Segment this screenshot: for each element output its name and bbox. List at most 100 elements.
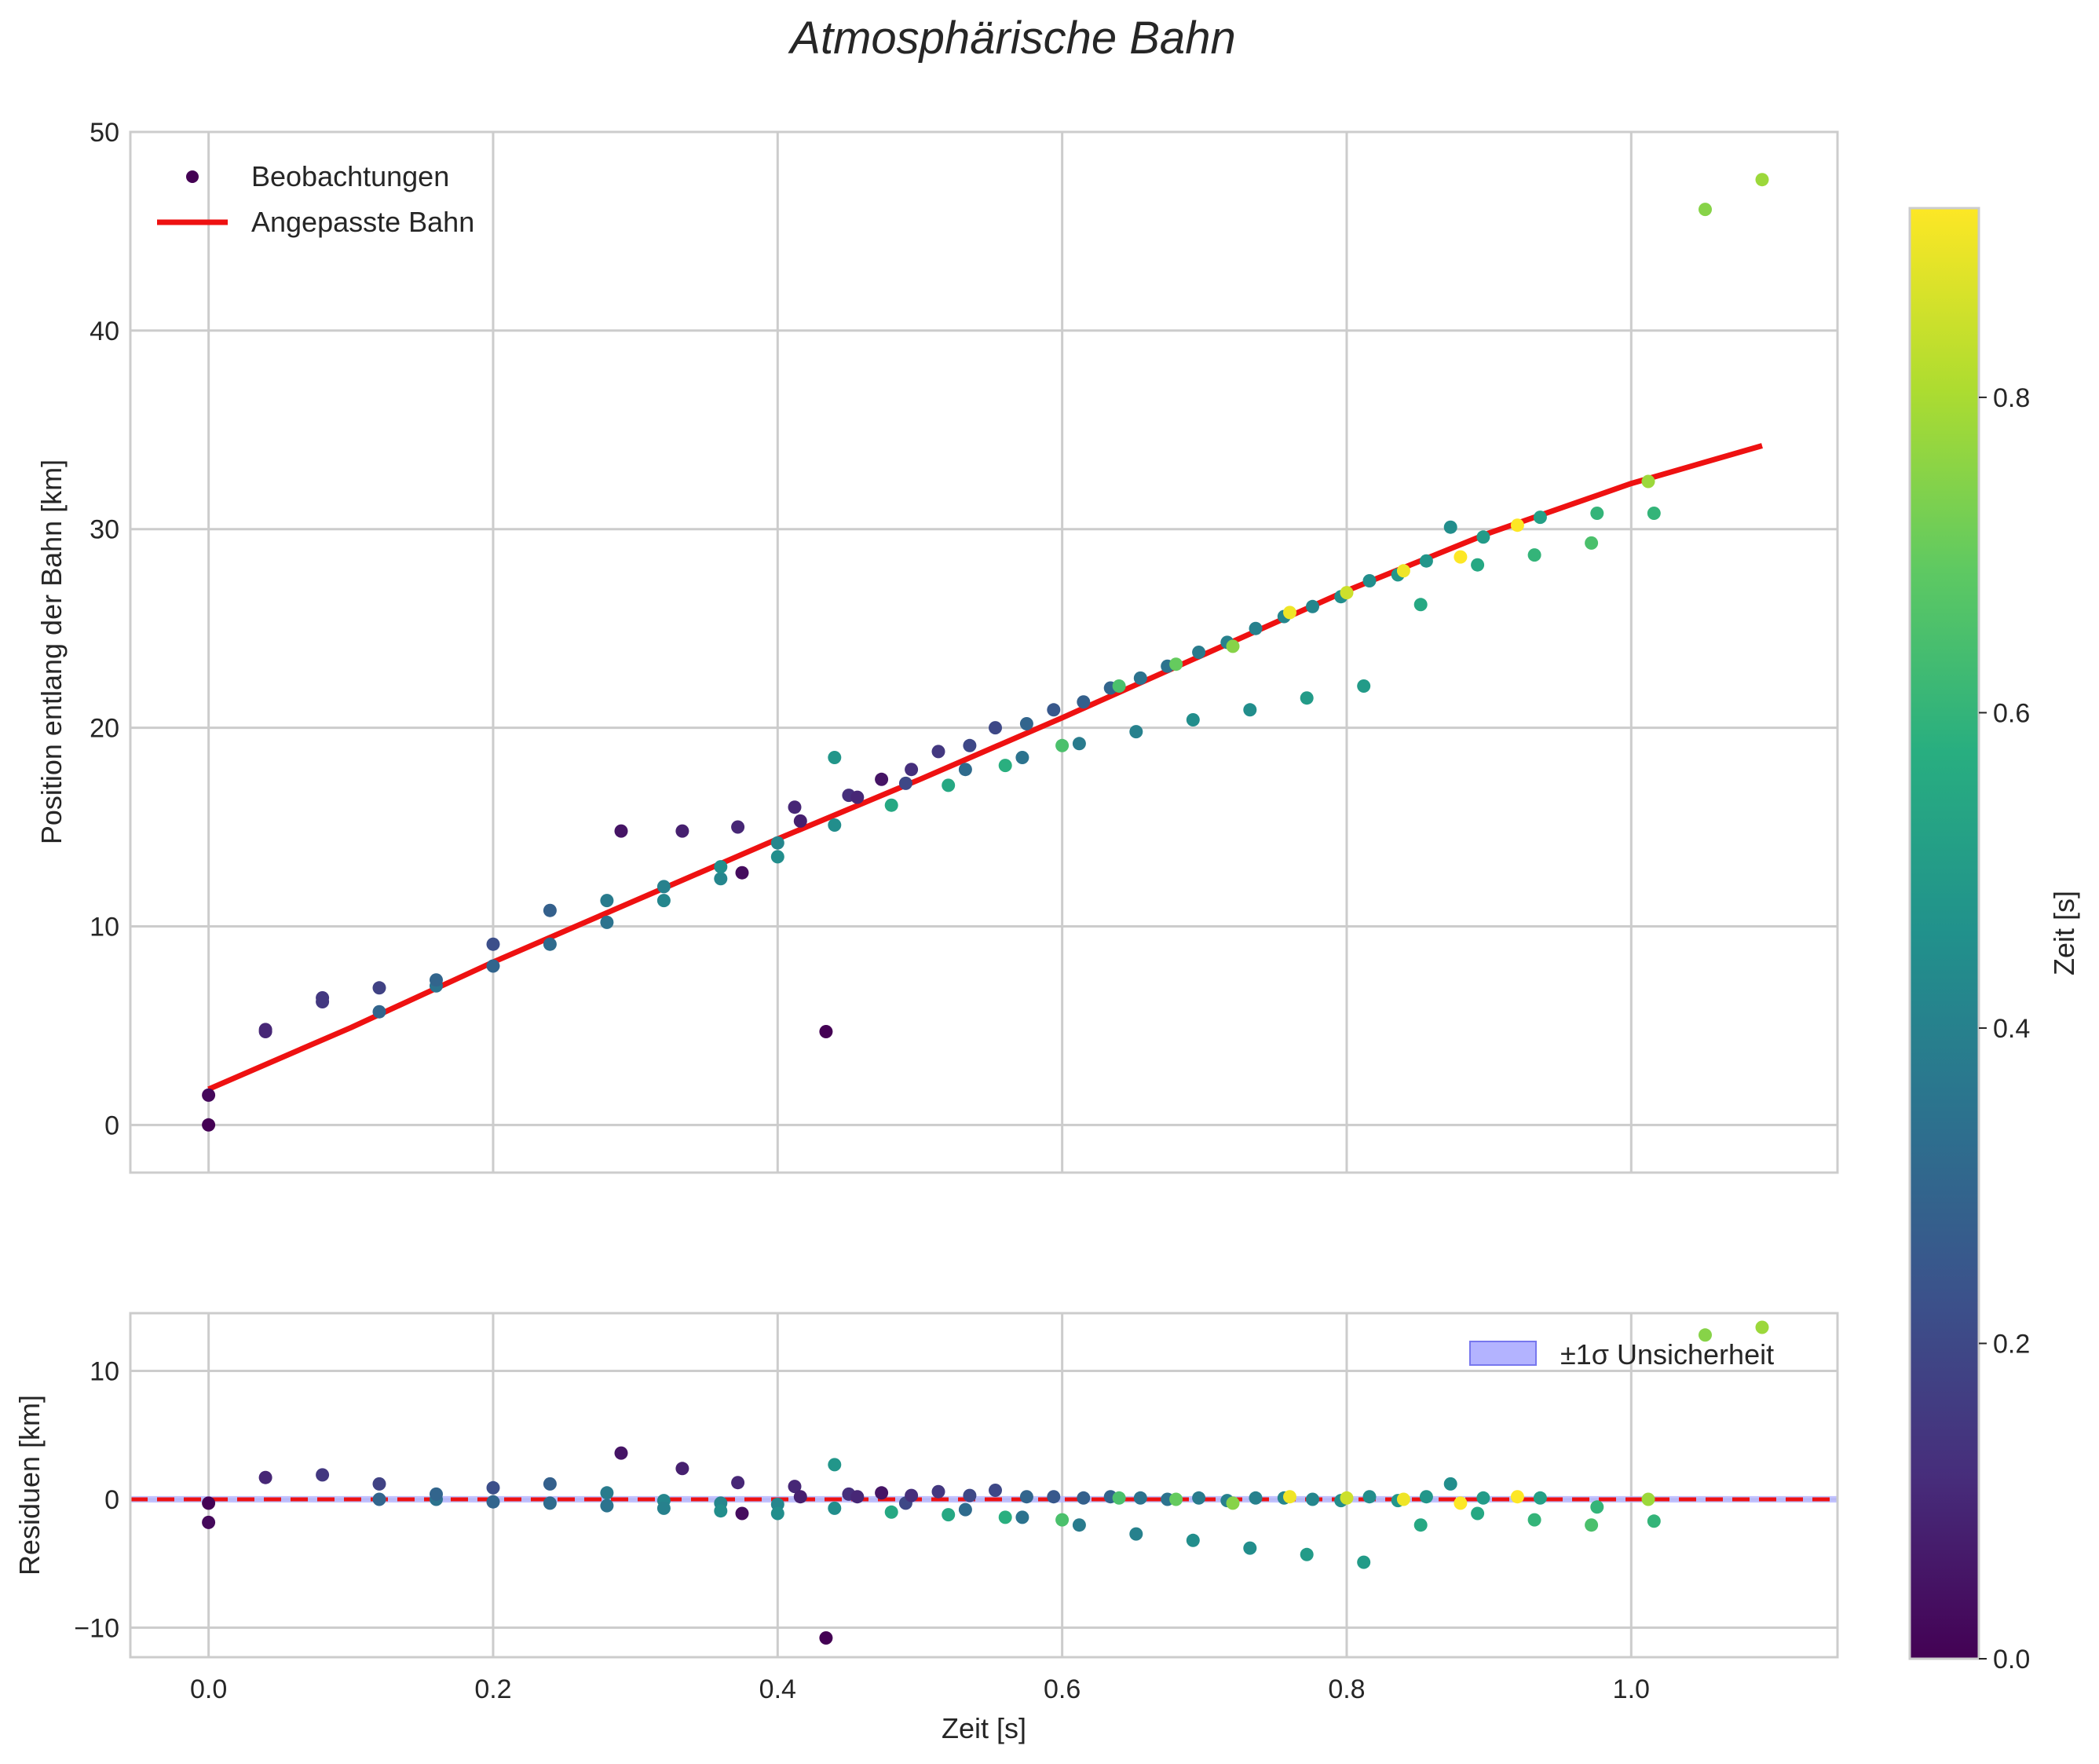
residual-point [1243,1541,1257,1555]
observation-point [850,790,865,804]
observation-point [1169,657,1183,672]
observation-point [731,820,745,834]
residual-point [1476,1491,1490,1505]
top-y-tick-label: 0 [104,1111,119,1140]
observation-point [1226,639,1240,653]
bot-x-tick-label: 0.6 [1044,1674,1081,1704]
legend-label-beobachtungen: Beobachtungen [251,160,449,192]
residual-point [486,1495,500,1509]
observation-point [1306,599,1319,613]
observation-point [828,751,842,764]
colorbar-tick-labels: 0.0 0.2 0.4 0.6 0.8 [1979,383,2030,1674]
residual-point [819,1631,833,1645]
colorbar: 0.0 0.2 0.4 0.6 0.8 Zeit [s] [1908,207,2080,1674]
observation-point [258,1023,272,1037]
residual-point [1300,1547,1314,1561]
top-axes-frame [129,130,1839,1174]
observation-point [1699,203,1712,217]
residual-point [1454,1496,1468,1510]
residual-point [1357,1555,1371,1569]
observation-point [600,894,614,908]
legend-marker-beobachtungen [186,170,199,183]
top-y-tick-label: 10 [90,912,119,942]
residual-point [963,1488,977,1502]
observation-point [1755,173,1769,187]
chart-title: Atmosphärische Bahn [788,13,1235,64]
observation-point [1527,548,1541,562]
bottom-scatter-layer [202,1320,1769,1645]
observation-point [1186,713,1200,726]
top-grid [130,130,1838,1173]
observation-point [1590,507,1604,520]
observation-point [1192,646,1206,659]
residual-point [1413,1518,1428,1532]
legend-label-angepasste-bahn: Angepasste Bahn [251,206,474,238]
observation-point [735,866,749,880]
bot-y-tick-label: −10 [74,1613,119,1643]
residual-point [1699,1328,1712,1342]
residual-point [202,1515,216,1529]
residual-point [258,1470,272,1484]
observation-point [828,818,842,832]
bottom-band-layer [130,1495,1838,1503]
residual-point [1362,1490,1377,1504]
residual-point [1072,1518,1086,1532]
observation-point [1647,507,1661,520]
residual-point [1015,1510,1029,1524]
residual-point [1129,1527,1143,1541]
observation-point [884,798,898,812]
residual-point [905,1488,919,1502]
residual-point [958,1502,972,1517]
residual-point [1055,1513,1070,1527]
residual-point [770,1506,784,1521]
uncertainty-band [130,1495,1838,1503]
residual-point [372,1477,386,1491]
residual-point [1186,1533,1200,1547]
residual-point [656,1501,671,1515]
top-panel: 0 10 20 30 40 50 Position entlang der Bahn [k… [35,118,1839,1174]
colorbar-tick-label: 0.8 [1993,383,2030,413]
top-legend: Beobachtungen Angepasste Bahn [157,160,474,238]
residual-point [942,1508,956,1522]
observation-point [875,772,889,786]
residual-point [731,1476,745,1490]
bot-x-tick-label: 0.0 [190,1674,227,1704]
observation-point [1300,691,1314,705]
observation-point [942,778,956,792]
observation-point [1072,737,1086,751]
observation-point [1476,530,1490,544]
observation-point [1585,536,1599,550]
observation-point [958,763,972,777]
observation-point [1533,511,1547,525]
observation-point [714,860,728,874]
observation-point [998,759,1012,773]
residual-point [1047,1490,1061,1504]
top-y-tick-label: 30 [90,515,119,545]
observation-point [202,1088,216,1102]
observation-point [656,880,671,894]
top-fit-line-layer [207,443,1763,1092]
observation-point [202,1118,216,1132]
bot-y-tick-label: 0 [104,1485,119,1515]
residual-point [1419,1490,1433,1504]
observation-point [1055,738,1070,752]
observation-point [316,991,330,1005]
top-y-tick-label: 20 [90,714,119,744]
colorbar-gradient [1908,207,1980,1660]
residual-point [1112,1491,1126,1505]
bot-y-tick-label: 10 [90,1357,119,1387]
observation-point [1362,574,1377,587]
residual-point [202,1496,216,1510]
observation-point [1396,564,1410,578]
top-y-tick-label: 50 [90,118,119,148]
residual-point [1641,1492,1655,1506]
observation-point [788,800,802,814]
observation-point [614,824,628,838]
observation-point [1340,586,1354,600]
residual-point [1443,1477,1457,1491]
residual-point [1019,1490,1033,1504]
residual-point [793,1490,807,1504]
residual-point [600,1499,614,1513]
residual-point [614,1446,628,1460]
bottom-ylabel: Residuen [km] [13,1395,46,1576]
